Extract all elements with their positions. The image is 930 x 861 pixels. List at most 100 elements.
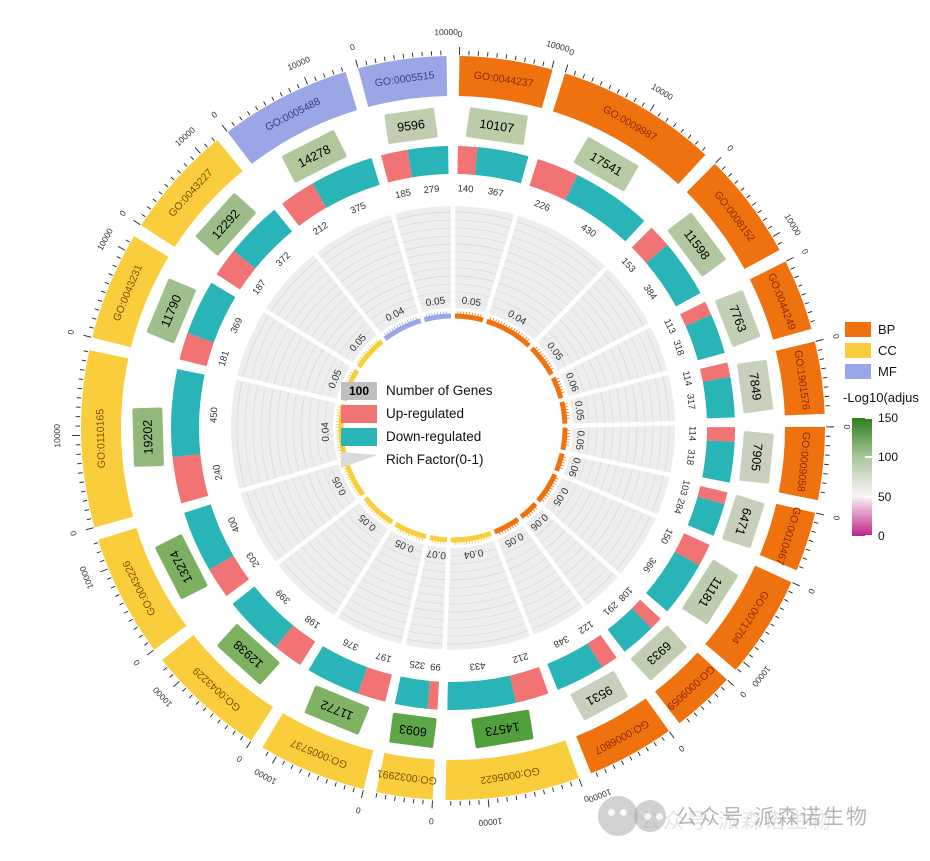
rich-factor-arc — [560, 427, 568, 451]
legend-up-regulated: Up-regulated — [341, 404, 493, 423]
down-count-label: 317 — [684, 393, 697, 410]
gene-count-value: 7849 — [746, 372, 764, 401]
up-regulated-swatch — [341, 404, 377, 423]
axis-tick-label: 0 — [568, 47, 576, 58]
down-count-label: 433 — [469, 659, 486, 672]
axis-tick-label: 10000 — [478, 816, 503, 828]
axis-tick-label: 0 — [831, 333, 842, 340]
up-regulated-label: Up-regulated — [386, 406, 465, 421]
down-count-label: 450 — [208, 407, 220, 423]
gene-count-box — [631, 625, 687, 681]
rich-factor-label: 0.05 — [461, 295, 482, 309]
axis-tick-label: 0 — [355, 805, 362, 816]
axis-tick-label: 10000 — [173, 125, 197, 149]
gene-count-box — [384, 107, 438, 144]
up-count-label: 212 — [311, 220, 330, 238]
gene-count-value: 6093 — [398, 722, 427, 740]
down-count-label: 325 — [409, 658, 426, 671]
cc-label: CC — [878, 343, 897, 358]
rich-factor-wedge-icon — [341, 451, 377, 468]
up-count-label: 203 — [244, 550, 262, 569]
down-count-label: 279 — [423, 184, 440, 196]
gene-count-box — [155, 534, 208, 599]
legend-bp: BP — [845, 322, 897, 337]
mf-swatch — [845, 364, 871, 379]
axis-tick-label: 0 — [457, 29, 462, 39]
down-count-label: 284 — [671, 497, 687, 516]
axis-tick-label: 0 — [65, 328, 76, 335]
up-count-label: 140 — [457, 183, 473, 195]
gene-count-box — [195, 193, 256, 256]
down-count-label: 291 — [601, 599, 620, 618]
legend-mf: MF — [845, 364, 897, 379]
rich-factor-arc — [530, 346, 554, 376]
axis-tick-label: 10000 — [782, 212, 803, 238]
gene-count-box — [217, 624, 280, 685]
gene-count-box — [715, 290, 761, 347]
axis-tick-label: 0 — [800, 247, 811, 256]
axis-tick-label: 0 — [725, 143, 736, 154]
go-id-label: GO:0009058 — [794, 431, 812, 492]
gene-count-value: 10107 — [479, 117, 515, 136]
scale-tick-mark — [865, 456, 872, 459]
rich-factor-arc — [454, 313, 484, 323]
rich-factor-label: Rich Factor(0-1) — [386, 452, 484, 467]
rich-factor-arc — [363, 496, 394, 525]
up-count-label: 185 — [394, 187, 412, 201]
axis-tick-label: 0 — [831, 514, 842, 521]
rich-factor-arc — [394, 522, 427, 540]
axis-tick-label: 10000 — [151, 685, 175, 709]
color-scale-bar — [852, 418, 872, 536]
scale-tick-label: 0 — [878, 529, 885, 543]
down-count-label: 367 — [487, 186, 505, 200]
down-count-label: 400 — [226, 515, 242, 534]
rich-factor-arc — [554, 452, 565, 472]
down-regulated-swatch — [341, 427, 377, 446]
mf-label: MF — [878, 364, 897, 379]
rich-factor-label: 0.05 — [572, 400, 586, 421]
gene-count-box — [465, 107, 528, 145]
rich-factor-label: 0.04 — [320, 421, 332, 441]
watermark: 公众号·派森诺生物 — [598, 796, 869, 836]
gene-count-value: 19202 — [141, 419, 156, 454]
rich-factor-track — [231, 202, 679, 654]
gene-count-box — [570, 671, 628, 721]
up-count-label: 181 — [217, 349, 232, 367]
rich-factor-arc — [519, 502, 538, 519]
cc-swatch — [845, 343, 871, 358]
down-count-label: 318 — [684, 449, 697, 466]
legend-rich-factor: Rich Factor(0-1) — [341, 450, 493, 469]
down-count-label: 399 — [274, 587, 293, 606]
axis-tick-label: 0 — [131, 658, 142, 668]
axis-tick-label: 10000 — [434, 27, 458, 37]
rich-factor-arc — [423, 313, 452, 323]
color-scale-title: -Log10(adjus — [843, 390, 919, 405]
down-count-label: 376 — [341, 636, 360, 653]
scale-tick-label: 100 — [878, 450, 899, 465]
gene-count-value: 9596 — [396, 117, 426, 135]
bp-label: BP — [878, 322, 896, 337]
axis-tick-label: 0 — [68, 529, 79, 536]
up-count-label: 99 — [430, 660, 441, 672]
scale-tick-label: 50 — [878, 489, 892, 504]
down-count-label: 375 — [349, 200, 368, 216]
down-count-label: 348 — [551, 633, 570, 650]
axis-tick-label: 10000 — [545, 38, 571, 54]
gene-count-value: 14573 — [484, 719, 521, 738]
axis-tick-label: 10000 — [77, 565, 95, 591]
sector-GO-0009058: 0 GO:0009058 7905 114 318 0.05 — [560, 424, 852, 501]
axis-tick-label: 0 — [738, 689, 749, 699]
rich-factor-arc — [450, 531, 492, 543]
gene-count-box — [682, 560, 738, 624]
up-count-label: 114 — [680, 370, 694, 387]
gene-count-box — [146, 278, 196, 344]
up-count-label: 113 — [661, 317, 677, 335]
watermark-text: 公众号·派森诺生物 — [676, 806, 869, 829]
rich-factor-label: 0.05 — [425, 295, 446, 309]
gene-count-box — [573, 137, 639, 192]
